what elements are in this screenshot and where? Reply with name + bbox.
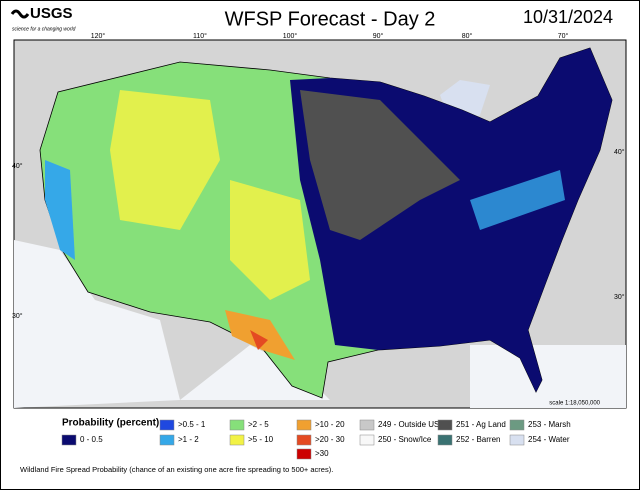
longitude-label: 100° — [283, 32, 298, 40]
legend-swatch — [229, 434, 245, 446]
legend-swatch — [509, 434, 525, 446]
region-hot — [250, 330, 268, 350]
legend-swatch — [509, 419, 525, 431]
latitude-label: 30° — [12, 312, 23, 320]
longitude-label: 80° — [462, 32, 473, 40]
legend-label: >10 - 20 — [315, 420, 345, 429]
legend-title: Probability (percent) — [62, 418, 159, 429]
legend-label: 253 - Marsh — [528, 420, 571, 429]
legend-label: >2 - 5 — [248, 420, 269, 429]
region-plains — [230, 180, 310, 300]
longitude-label: 110° — [193, 32, 207, 40]
legend-swatch — [296, 419, 312, 431]
legend-swatch — [159, 434, 175, 446]
legend-swatch — [296, 434, 312, 446]
longitude-label: 120° — [91, 32, 106, 40]
latitude-label: 40° — [12, 162, 23, 170]
legend-swatch — [159, 419, 175, 431]
legend-swatch — [437, 434, 453, 446]
region-coast — [45, 160, 75, 260]
water — [14, 240, 626, 408]
legend-swatch — [359, 434, 375, 446]
legend-label: 251 - Ag Land — [456, 420, 506, 429]
legend-label: 252 - Barren — [456, 435, 500, 444]
legend-label: 254 - Water — [528, 435, 570, 444]
legend-swatch — [437, 419, 453, 431]
legend-label: >1 - 2 — [178, 435, 199, 444]
map: scale 1:18,050,000 — [13, 39, 627, 409]
legend-swatch — [359, 419, 375, 431]
legend-swatch — [296, 448, 312, 460]
legend-label: >5 - 10 — [248, 435, 274, 444]
tagline: science for a changing world — [12, 26, 76, 32]
legend-swatch — [229, 419, 245, 431]
title: WFSP Forecast - Day 2 — [225, 8, 436, 30]
longitude-label: 90° — [373, 32, 384, 40]
region-west — [110, 90, 220, 230]
logo: USGS — [30, 5, 73, 22]
latitude-label: 40° — [614, 148, 625, 156]
date: 10/31/2024 — [523, 7, 613, 27]
region-appalachia — [470, 170, 565, 230]
region-texas — [225, 310, 295, 360]
footer: Wildland Fire Spread Probability (chance… — [20, 465, 333, 474]
legend-label: 250 - Snow/Ice — [378, 435, 432, 444]
legend-label: 0 - 0.5 — [80, 435, 103, 444]
legend-label: >20 - 30 — [315, 435, 345, 444]
legend-swatch — [61, 434, 77, 446]
longitude-label: 70° — [558, 32, 569, 40]
logo-icon — [10, 9, 30, 19]
legend-label: >0.5 - 1 — [178, 420, 206, 429]
legend-label: 249 - Outside US — [378, 420, 439, 429]
region-ag — [300, 90, 460, 240]
scale: scale 1:18,050,000 — [549, 401, 600, 407]
latitude-label: 30° — [614, 293, 625, 301]
legend-label: >30 — [315, 449, 329, 458]
